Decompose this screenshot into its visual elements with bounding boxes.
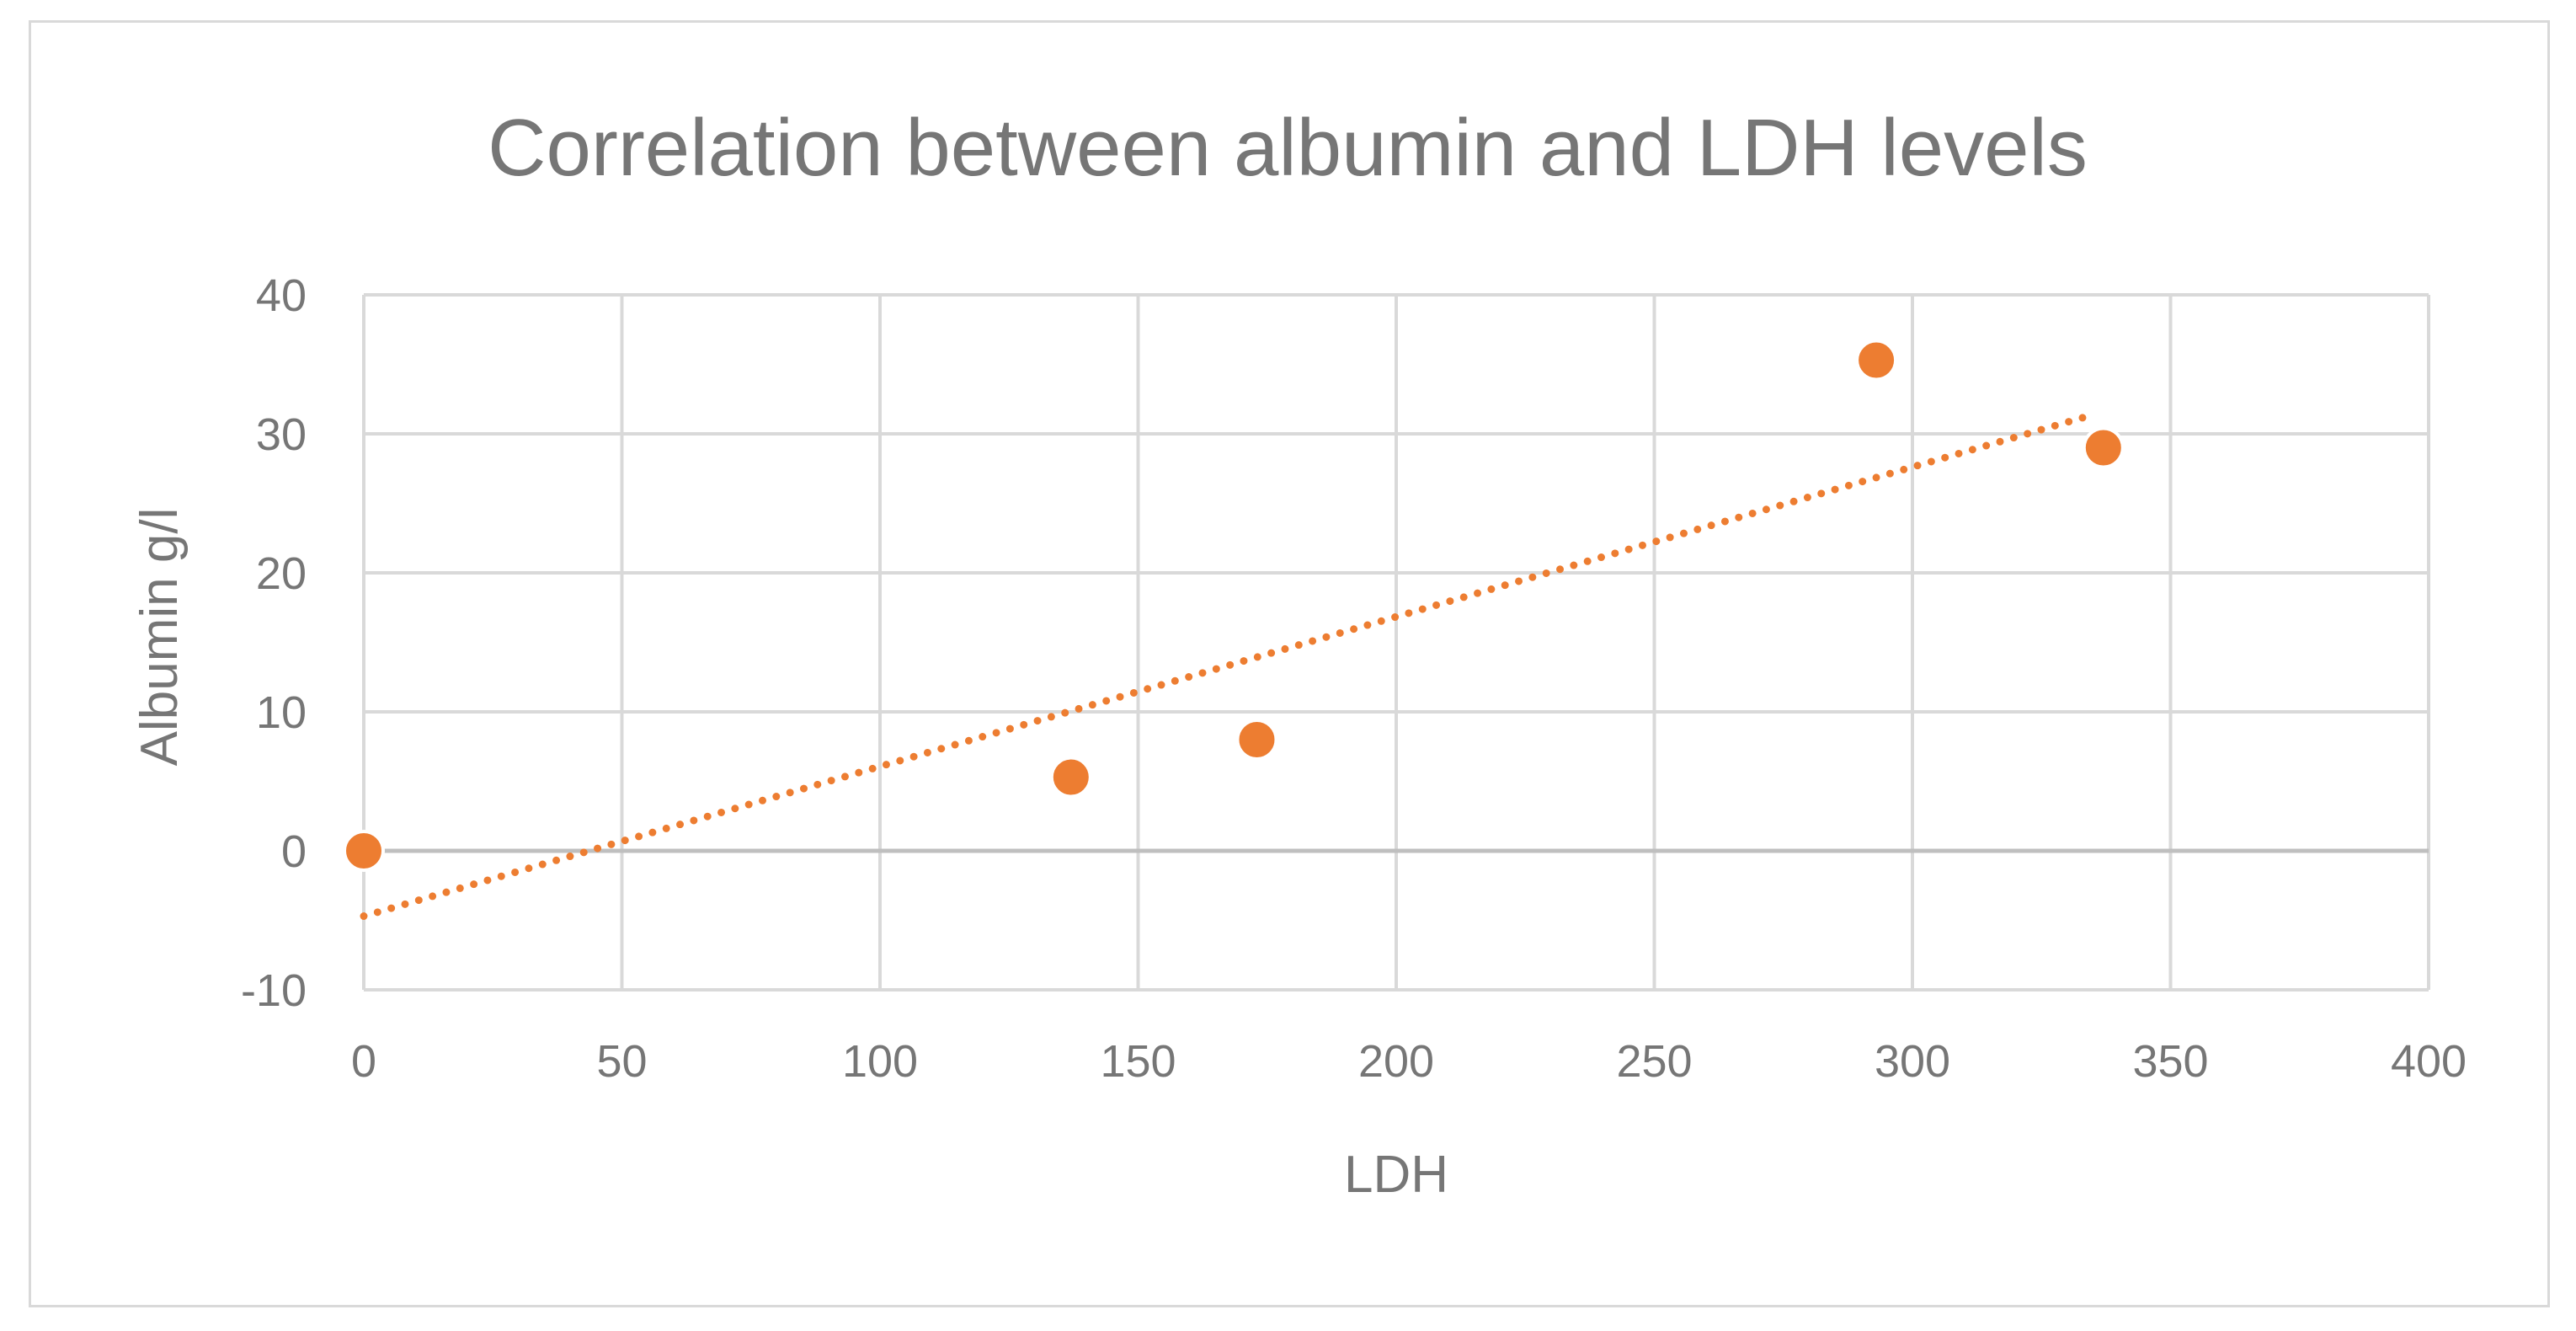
- data-point: [1049, 756, 1092, 799]
- x-tick-label: 150: [1100, 1036, 1176, 1087]
- x-tick-label: 50: [596, 1036, 647, 1087]
- data-point: [343, 830, 385, 872]
- y-tick-label: 0: [281, 826, 307, 877]
- x-tick-label: 250: [1616, 1036, 1692, 1087]
- x-tick-label: 300: [1875, 1036, 1950, 1087]
- data-point: [1235, 719, 1278, 761]
- data-points: [343, 339, 2125, 872]
- y-tick-label: 10: [256, 687, 307, 738]
- y-tick-label: 40: [256, 270, 307, 321]
- trendline: [360, 412, 2092, 921]
- x-tick-label: 350: [2132, 1036, 2208, 1087]
- x-tick-label: 400: [2391, 1036, 2467, 1087]
- data-point: [2082, 426, 2125, 469]
- gridlines: [362, 293, 2430, 992]
- data-point: [1855, 339, 1898, 382]
- x-tick-label: 0: [351, 1036, 376, 1087]
- trendline-layer: [360, 412, 2092, 921]
- chart-frame: [29, 20, 2550, 1307]
- x-tick-label: 200: [1358, 1036, 1434, 1087]
- y-tick-label: -10: [241, 965, 307, 1016]
- y-axis-title: Albumin g/l: [131, 508, 189, 767]
- chart-title: Correlation between albumin and LDH leve…: [488, 103, 2088, 193]
- x-axis-title: LDH: [1344, 1146, 1448, 1204]
- y-tick-label: 20: [256, 548, 307, 599]
- x-tick-label: 100: [842, 1036, 918, 1087]
- y-tick-label: 30: [256, 409, 307, 460]
